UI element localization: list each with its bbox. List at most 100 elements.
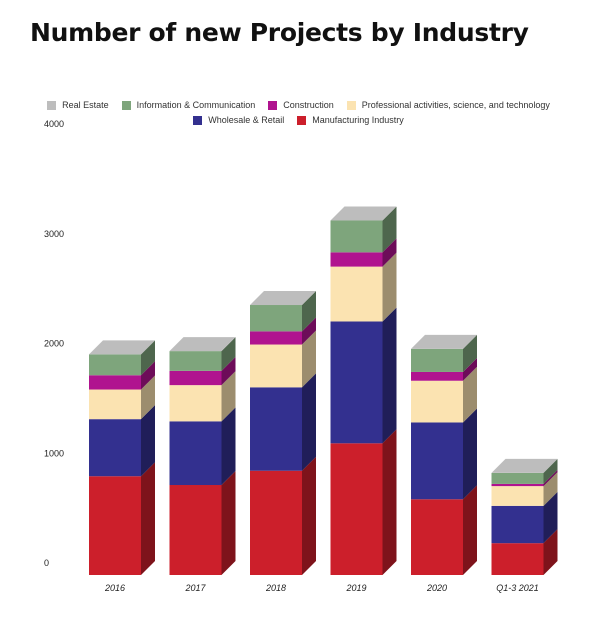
- bar-segment-wholesale-retail: [89, 419, 141, 477]
- x-tick-label: Q1-3 2021: [496, 583, 539, 593]
- legend-label-wholesale-retail: Wholesale & Retail: [208, 115, 285, 125]
- bar-top-cap: [491, 458, 558, 473]
- legend-item-manufacturing: Manufacturing Industry: [297, 115, 404, 125]
- bar-side-information-communication: [141, 340, 155, 376]
- legend-item-professional-activities: Professional activities, science, and te…: [346, 100, 550, 110]
- bar-segment-professional-activities-science-and-technology: [411, 380, 463, 423]
- bar-side-information-communication: [221, 337, 236, 371]
- y-tick-label: 3000: [44, 229, 64, 239]
- bar-side-wholesale-retail: [463, 408, 477, 500]
- bar-segment-manufacturing-industry: [330, 443, 383, 575]
- bar-segment-professional-activities-science-and-technology: [250, 344, 302, 388]
- bar-segment-construction: [491, 483, 544, 487]
- bar-side-wholesale-retail: [543, 491, 558, 544]
- legend-label-manufacturing: Manufacturing Industry: [312, 115, 404, 125]
- bar-side-manufacturing-industry: [382, 429, 397, 575]
- legend-swatch-construction: [268, 100, 278, 110]
- x-tick-label: 2020: [426, 583, 447, 593]
- bar-segment-information-communication: [330, 220, 383, 253]
- bar-segment-manufacturing-industry: [89, 476, 141, 575]
- bar-side-professional-activities-science-and-technology: [543, 472, 558, 506]
- bar-side-professional-activities-science-and-technology: [221, 371, 236, 422]
- bar-side-construction: [302, 317, 316, 345]
- bar-side-professional-activities-science-and-technology: [141, 375, 155, 420]
- bar-side-wholesale-retail: [141, 405, 155, 477]
- bar-side-construction: [221, 356, 236, 386]
- bar-side-wholesale-retail: [221, 407, 236, 486]
- bar-side-wholesale-retail: [302, 373, 316, 471]
- bar-side-manufacturing-industry: [463, 485, 477, 575]
- legend-item-information-communication: Information & Communication: [121, 100, 256, 110]
- legend-swatch-information-communication: [121, 100, 131, 110]
- bar-segment-information-communication: [491, 472, 544, 484]
- bar-segment-wholesale-retail: [491, 505, 544, 544]
- legend-label-construction: Construction: [283, 100, 334, 110]
- bar-side-information-communication: [302, 291, 316, 332]
- bar-side-information-communication: [463, 334, 477, 372]
- legend-label-professional-activities: Professional activities, science, and te…: [361, 100, 550, 110]
- bar-segment-construction: [330, 252, 383, 267]
- chart-title: Number of new Projects by Industry: [30, 18, 529, 47]
- bar-segment-professional-activities-science-and-technology: [169, 385, 222, 422]
- bar-side-manufacturing-industry: [543, 529, 558, 575]
- bar-top-cap: [89, 340, 155, 355]
- bar-side-manufacturing-industry: [221, 471, 236, 575]
- bar-segment-wholesale-retail: [250, 387, 302, 471]
- bar-side-professional-activities-science-and-technology: [463, 366, 477, 423]
- bar-side-construction: [382, 238, 397, 267]
- bar-side-manufacturing-industry: [141, 462, 155, 575]
- bar-segment-manufacturing-industry: [169, 485, 222, 575]
- bar-segment-construction: [169, 370, 222, 386]
- bar-segment-construction: [411, 371, 463, 381]
- bar-segment-professional-activities-science-and-technology: [330, 266, 383, 322]
- bar-segment-information-communication: [250, 305, 302, 332]
- bar-side-information-communication: [543, 458, 558, 484]
- legend-item-wholesale-retail: Wholesale & Retail: [193, 115, 284, 125]
- y-tick-label: 4000: [44, 119, 64, 129]
- bar-segment-wholesale-retail: [330, 321, 383, 444]
- y-tick-label: 2000: [44, 339, 64, 349]
- legend-swatch-manufacturing: [297, 115, 307, 125]
- bar-segment-construction: [89, 375, 141, 390]
- bar-segment-information-communication: [411, 348, 463, 372]
- x-tick-label: 2016: [104, 583, 125, 593]
- legend-swatch-real-estate: [47, 100, 57, 110]
- legend-row-1: Real Estate Information & Communication …: [0, 100, 597, 110]
- bar-top-cap: [169, 337, 236, 352]
- bar-segment-information-communication: [169, 351, 222, 371]
- bar-side-information-communication: [382, 206, 397, 253]
- bar-side-professional-activities-science-and-technology: [302, 330, 316, 388]
- bar-segment-wholesale-retail: [169, 421, 222, 486]
- legend-label-information-communication: Information & Communication: [136, 100, 256, 110]
- bar-side-manufacturing-industry: [302, 456, 316, 575]
- bar-segment-wholesale-retail: [411, 422, 463, 500]
- legend-swatch-professional-activities: [346, 100, 356, 110]
- bar-segment-professional-activities-science-and-technology: [491, 486, 544, 506]
- bar-side-construction: [463, 357, 477, 381]
- y-tick-label: 1000: [44, 448, 64, 458]
- bar-segment-construction: [250, 331, 302, 345]
- bar-segment-manufacturing-industry: [250, 470, 302, 575]
- bar-top-cap: [330, 206, 397, 221]
- bar-top-cap: [411, 334, 477, 349]
- y-tick-label: 0: [44, 558, 49, 568]
- legend-row-2: Wholesale & Retail Manufacturing Industr…: [0, 115, 597, 125]
- bar-segment-professional-activities-science-and-technology: [89, 389, 141, 420]
- x-tick-label: 2018: [265, 583, 286, 593]
- chart-legend: Real Estate Information & Communication …: [0, 100, 597, 130]
- bar-side-professional-activities-science-and-technology: [382, 252, 397, 322]
- x-tick-label: 2017: [184, 583, 206, 593]
- bar-side-wholesale-retail: [382, 307, 397, 444]
- bar-segment-information-communication: [89, 354, 141, 376]
- x-tick-label: 2019: [345, 583, 366, 593]
- bar-top-cap: [250, 291, 316, 306]
- legend-item-real-estate: Real Estate: [47, 100, 109, 110]
- legend-label-real-estate: Real Estate: [62, 100, 109, 110]
- bar-side-construction: [543, 469, 558, 487]
- legend-item-construction: Construction: [268, 100, 334, 110]
- bar-segment-manufacturing-industry: [491, 543, 544, 575]
- bar-segment-manufacturing-industry: [411, 499, 463, 575]
- bar-side-construction: [141, 361, 155, 390]
- legend-swatch-wholesale-retail: [193, 115, 203, 125]
